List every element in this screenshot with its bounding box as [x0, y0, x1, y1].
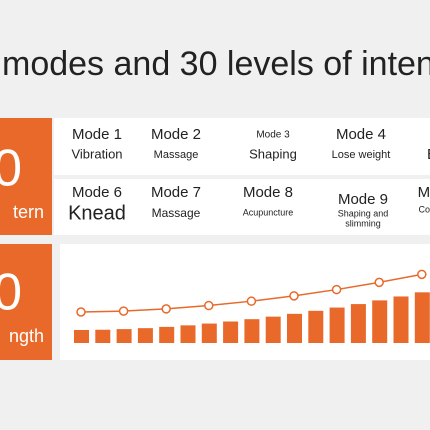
bar	[159, 326, 175, 343]
mode-desc: Massage	[152, 206, 201, 220]
bar	[116, 329, 132, 343]
mode-name: Mode 8	[243, 184, 293, 201]
bar	[414, 292, 430, 343]
bar	[350, 304, 366, 343]
mode-name: Mode 6	[72, 184, 122, 201]
dot	[161, 304, 171, 314]
mode-desc: Vibration	[71, 146, 122, 161]
dot	[289, 291, 299, 301]
mode-desc: B	[427, 146, 430, 163]
mode-desc: Shaping	[249, 146, 297, 161]
mode-name: Mo	[418, 184, 430, 201]
row	[54, 118, 430, 175]
panel-number: 0	[0, 264, 22, 322]
row	[54, 179, 430, 235]
panel-label: tern	[13, 202, 44, 222]
bar	[95, 329, 111, 343]
title: modes and 30 levels of inten	[2, 45, 430, 83]
bar	[329, 307, 345, 343]
dot	[331, 284, 342, 295]
bar	[393, 296, 409, 343]
mode-desc: Com	[418, 204, 430, 214]
bar	[223, 321, 239, 343]
bar	[308, 310, 324, 343]
bar	[372, 300, 388, 343]
mode-name: Mode 7	[151, 184, 201, 201]
bar	[265, 316, 281, 343]
mode-desc: Acupuncture	[243, 207, 294, 217]
bar	[287, 313, 302, 343]
mode-name: Mode 1	[72, 126, 122, 143]
mode-desc: Lose weight	[332, 149, 391, 161]
bar	[244, 319, 260, 343]
panel	[0, 244, 52, 360]
mode-desc: slimming	[345, 218, 381, 228]
mode-name: Mode 9	[338, 191, 388, 208]
dot	[417, 269, 427, 280]
panel-number: 0	[0, 140, 22, 198]
dot	[76, 307, 86, 317]
mode-name: Mode 2	[151, 126, 201, 143]
modes: Mode 1 Vibration Mode 2 Massage Mode 3 Shapin…	[68, 126, 430, 228]
mode-name: Mode 4	[336, 126, 386, 143]
mode-name: Mode 3	[256, 130, 290, 141]
dot	[246, 296, 257, 306]
strength-graphic	[74, 269, 430, 343]
panel	[0, 118, 52, 235]
dot	[374, 277, 384, 288]
dot	[204, 300, 214, 311]
bar	[201, 323, 217, 343]
panel-label: ngth	[9, 326, 44, 346]
dot	[118, 306, 129, 316]
mode-desc: Knead	[68, 202, 126, 224]
mode-desc: Shaping and	[338, 208, 389, 218]
mode-desc: Massage	[154, 149, 199, 161]
bar	[180, 325, 196, 343]
bar	[137, 328, 153, 343]
bar	[74, 330, 89, 343]
